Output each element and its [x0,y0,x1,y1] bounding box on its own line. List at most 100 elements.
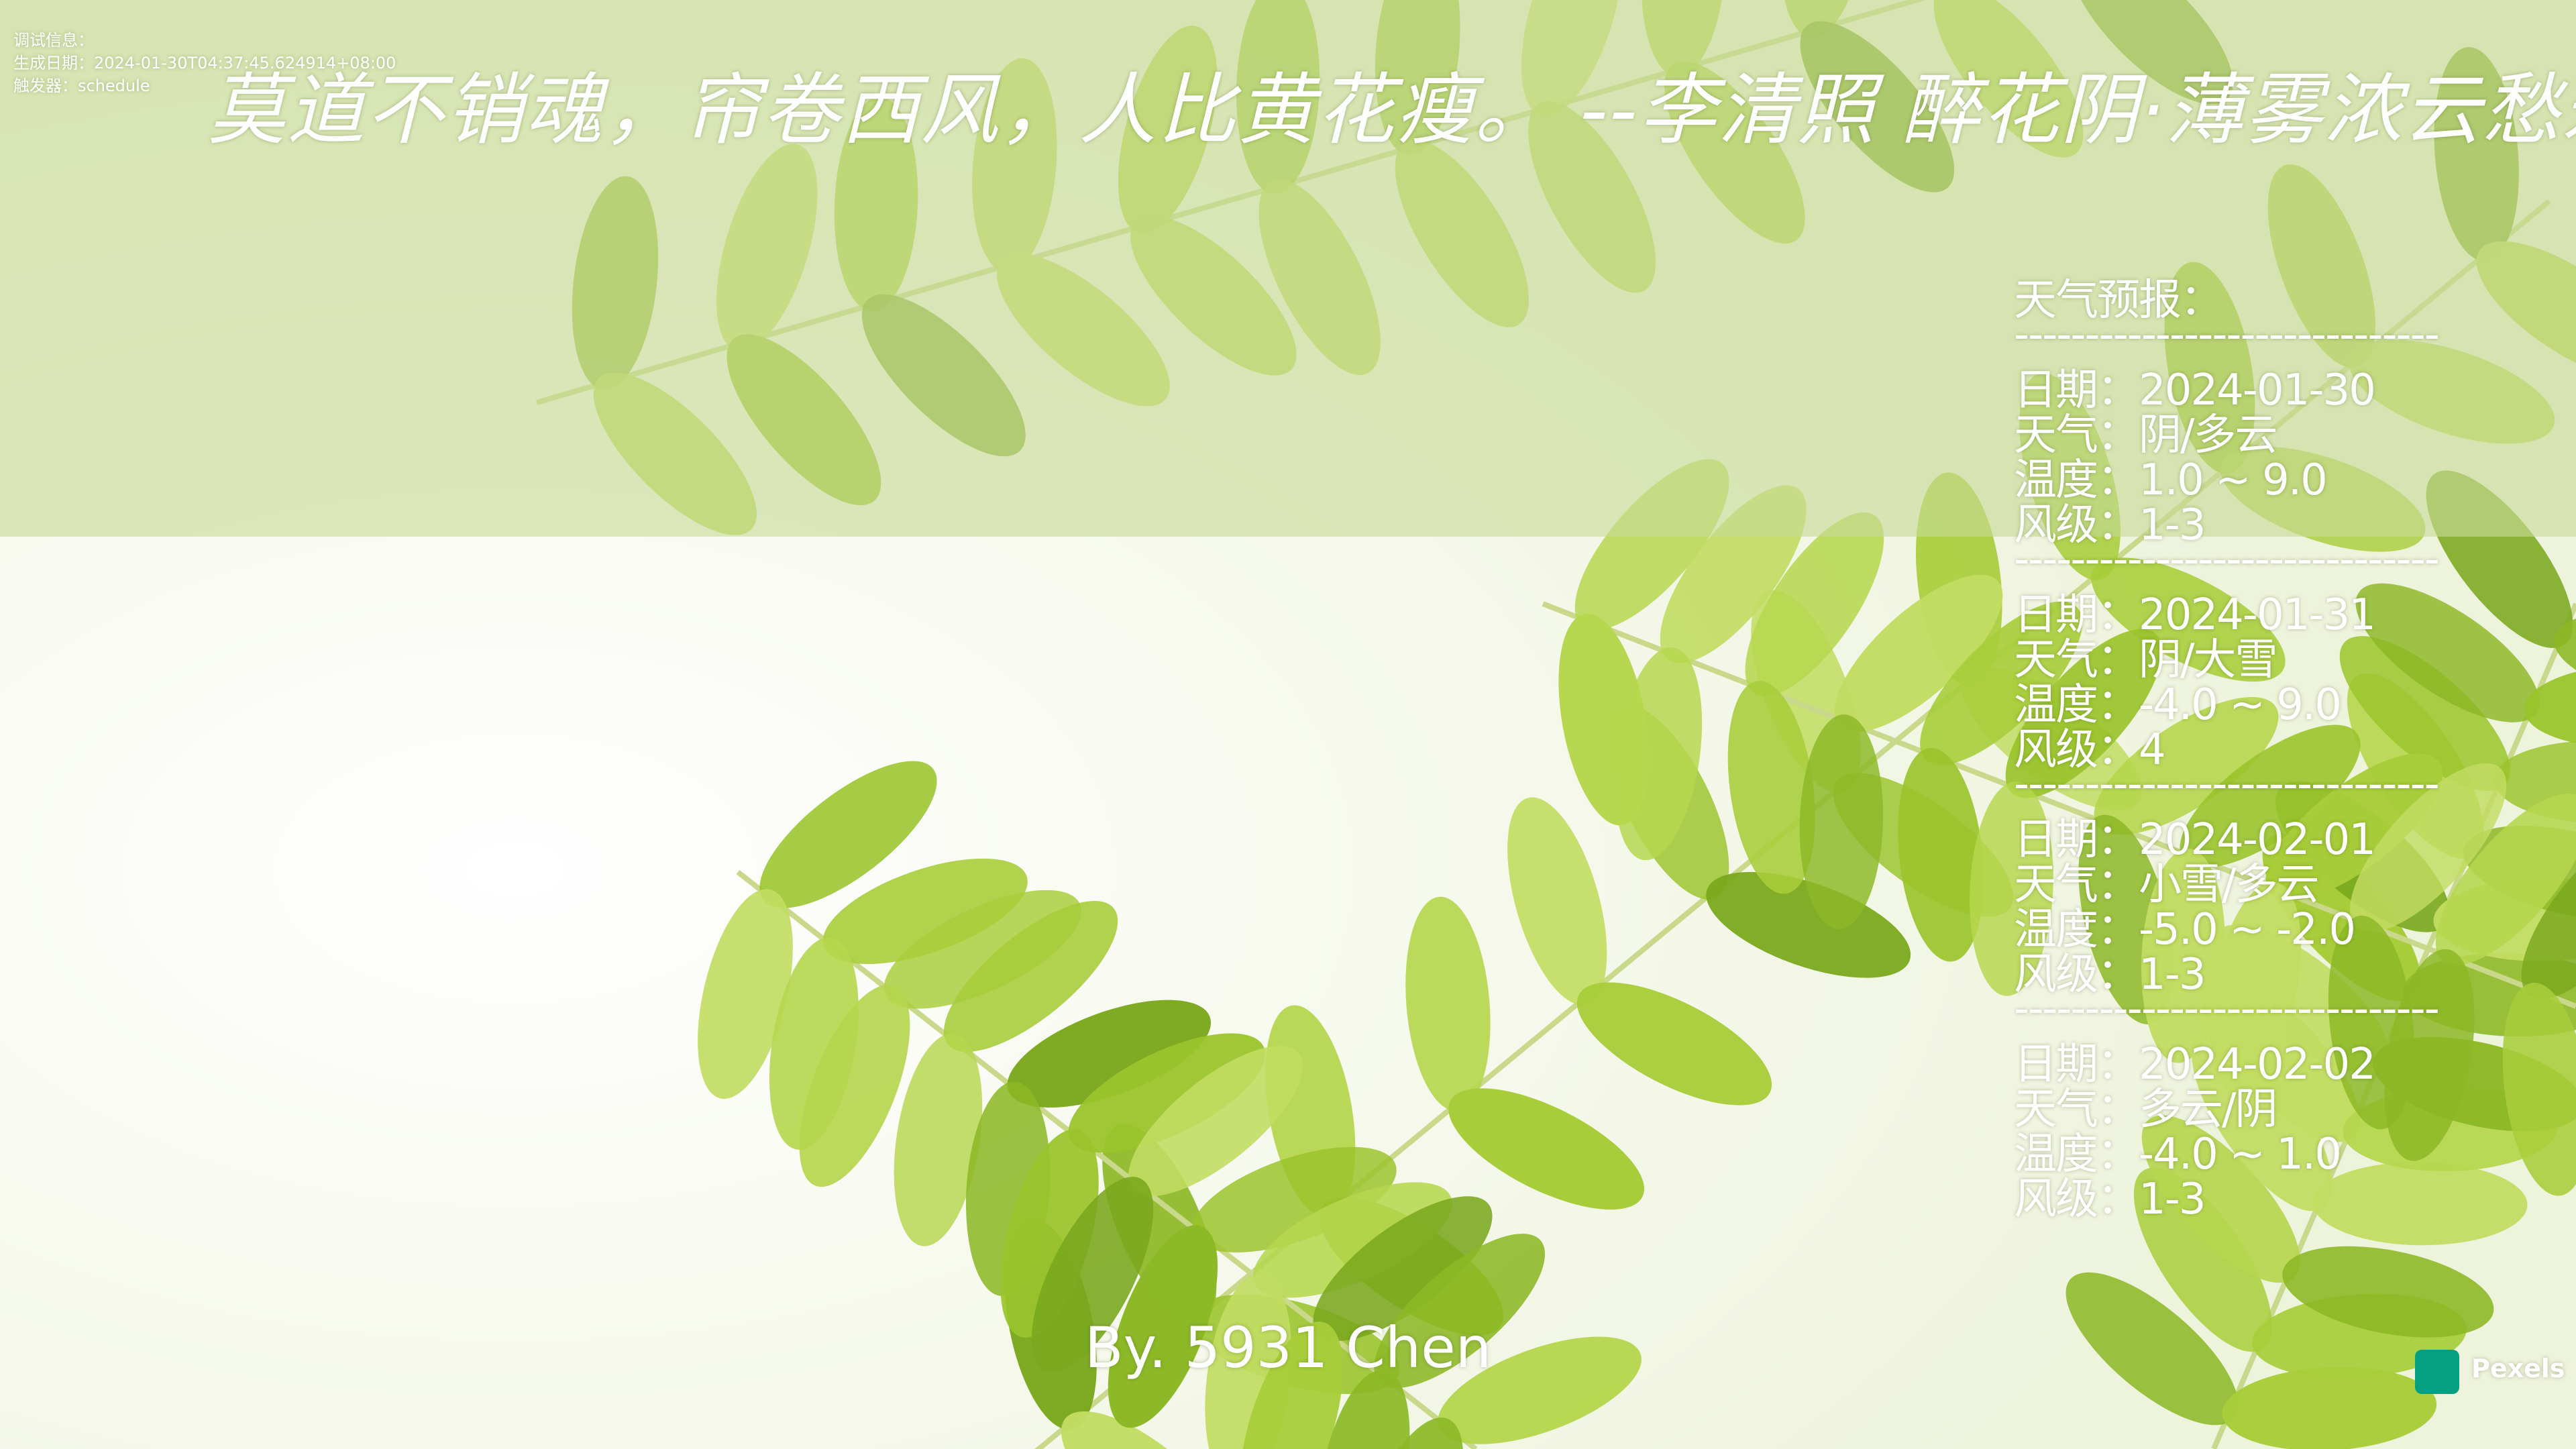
leaf [822,858,1028,964]
leaf [2094,697,2279,835]
leaf [1191,1146,1397,1252]
leaf [2133,1167,2272,1352]
leaf [1374,1234,1546,1389]
leaf [2180,724,2361,868]
leaf [943,901,1118,1052]
field-value: 2024-01-30 [2139,366,2376,415]
leaf [2355,583,2540,722]
field-value: 阴/多云 [2139,411,2278,460]
leaf [1318,1370,1410,1449]
field-value: 2024-01-31 [2139,590,2376,640]
separator: ------------------------------ [2014,310,2440,360]
leaf [2435,793,2576,966]
leaf [2265,753,2443,901]
field-label: 温度： [2014,905,2140,955]
leaf [2384,949,2475,1161]
top-band [0,0,2576,537]
leaf [2339,636,2510,791]
field-label: 温度： [2014,1130,2140,1179]
field-label: 风级： [2014,950,2140,1000]
weather-row: 天气：小雪/多云 [2014,850,2320,912]
leaf [2209,881,2302,1093]
field-value: 1-3 [2139,500,2206,550]
leaf [1438,1336,1642,1444]
field-value: -4.0 ~ 1.0 [2139,1130,2342,1179]
weather-row: 天气：阴/大雪 [2014,625,2278,687]
weather-row: 日期：2024-02-02 [2014,1030,2376,1091]
pexels-credit[interactable]: Pexels [2471,1354,2565,1383]
leaf [2091,557,2286,682]
field-label: 日期： [2014,815,2140,865]
field-label: 天气： [2014,635,2140,685]
leaf [2065,1272,2239,1426]
weather-row: 温度：1.0 ~ 9.0 [2014,445,2328,507]
leaf [2222,1366,2437,1449]
weather-row: 日期：2024-01-30 [2014,356,2376,417]
field-label: 日期： [2014,590,2140,640]
separator: ------------------------------ [2014,535,2440,584]
leaf [1898,747,1984,962]
field-value: 阴/大雪 [2139,635,2278,685]
weather-row: 风级：1-3 [2014,1165,2206,1226]
leaf [1128,1046,1303,1197]
field-value: 2024-02-02 [2139,1040,2376,1089]
weather-row: 温度：-4.0 ~ 9.0 [2014,670,2342,732]
leaf [2141,848,2226,1063]
field-value: 小雪/多云 [2139,860,2320,910]
weather-row: 风级：1-3 [2014,490,2206,552]
weather-row: 温度：-4.0 ~ 1.0 [2014,1120,2342,1181]
leaf [1920,601,2082,765]
leaf [1448,1088,1644,1210]
leaf [2349,763,2507,932]
weather-heading: 天气预报： [2014,276,2223,325]
leaf [2521,824,2576,999]
leaf [1614,647,1703,861]
leaf [1706,871,1911,978]
leaf [2282,1246,2494,1338]
field-value: 多云/阴 [2139,1085,2278,1134]
field-label: 日期： [2014,1040,2140,1089]
leaf [1252,1182,1452,1298]
leaf [1313,1196,1493,1341]
leaf [1108,1225,1218,1428]
leaf [1507,797,1607,1006]
leaf [759,761,937,908]
quote: 莫道不销魂，帘卷西风，人比黄花瘦。 --李清照 醉花阴·薄雾浓云愁永昼 [208,65,2576,156]
leaf [1799,714,1884,929]
leaf [1834,574,2003,733]
field-value: -5.0 ~ -2.0 [2139,905,2356,955]
leaf [894,1033,983,1246]
leaf [1745,512,1884,696]
leaf [2502,982,2576,1196]
field-value: -4.0 ~ 9.0 [2139,680,2342,730]
leaf [1031,1177,1154,1373]
field-label: 风级： [2014,1175,2140,1224]
leaf [1970,781,2053,996]
stem [1542,601,2576,1009]
leaf [2312,1162,2528,1246]
leaf [2005,629,2162,798]
field-value: 1-3 [2139,1175,2206,1224]
separator: ------------------------------ [2014,759,2440,809]
field-label: 温度： [2014,680,2140,730]
field-label: 温度： [2014,455,2140,505]
leaf [698,889,793,1099]
separator: ------------------------------ [2014,984,2440,1034]
leaf [1405,896,1491,1111]
debug-trigger: 触发器：schedule [13,76,150,95]
field-value: 1.0 ~ 9.0 [2139,455,2328,505]
weather-row: 风级：1-3 [2014,940,2206,1002]
debug-title: 调试信息： [13,31,94,50]
leaf [883,890,1081,1009]
leaf [1240,1322,1343,1449]
field-label: 天气： [2014,1085,2140,1134]
field-value: 2024-02-01 [2139,815,2376,865]
field-label: 天气： [2014,860,2140,910]
leaf [1576,982,1772,1106]
pexels-logo[interactable] [2415,1350,2459,1394]
weather-row: 天气：多云/阴 [2014,1075,2278,1136]
field-label: 天气： [2014,411,2140,460]
leaf [2141,1115,2300,1283]
weather-row: 温度：-5.0 ~ -2.0 [2014,895,2356,957]
